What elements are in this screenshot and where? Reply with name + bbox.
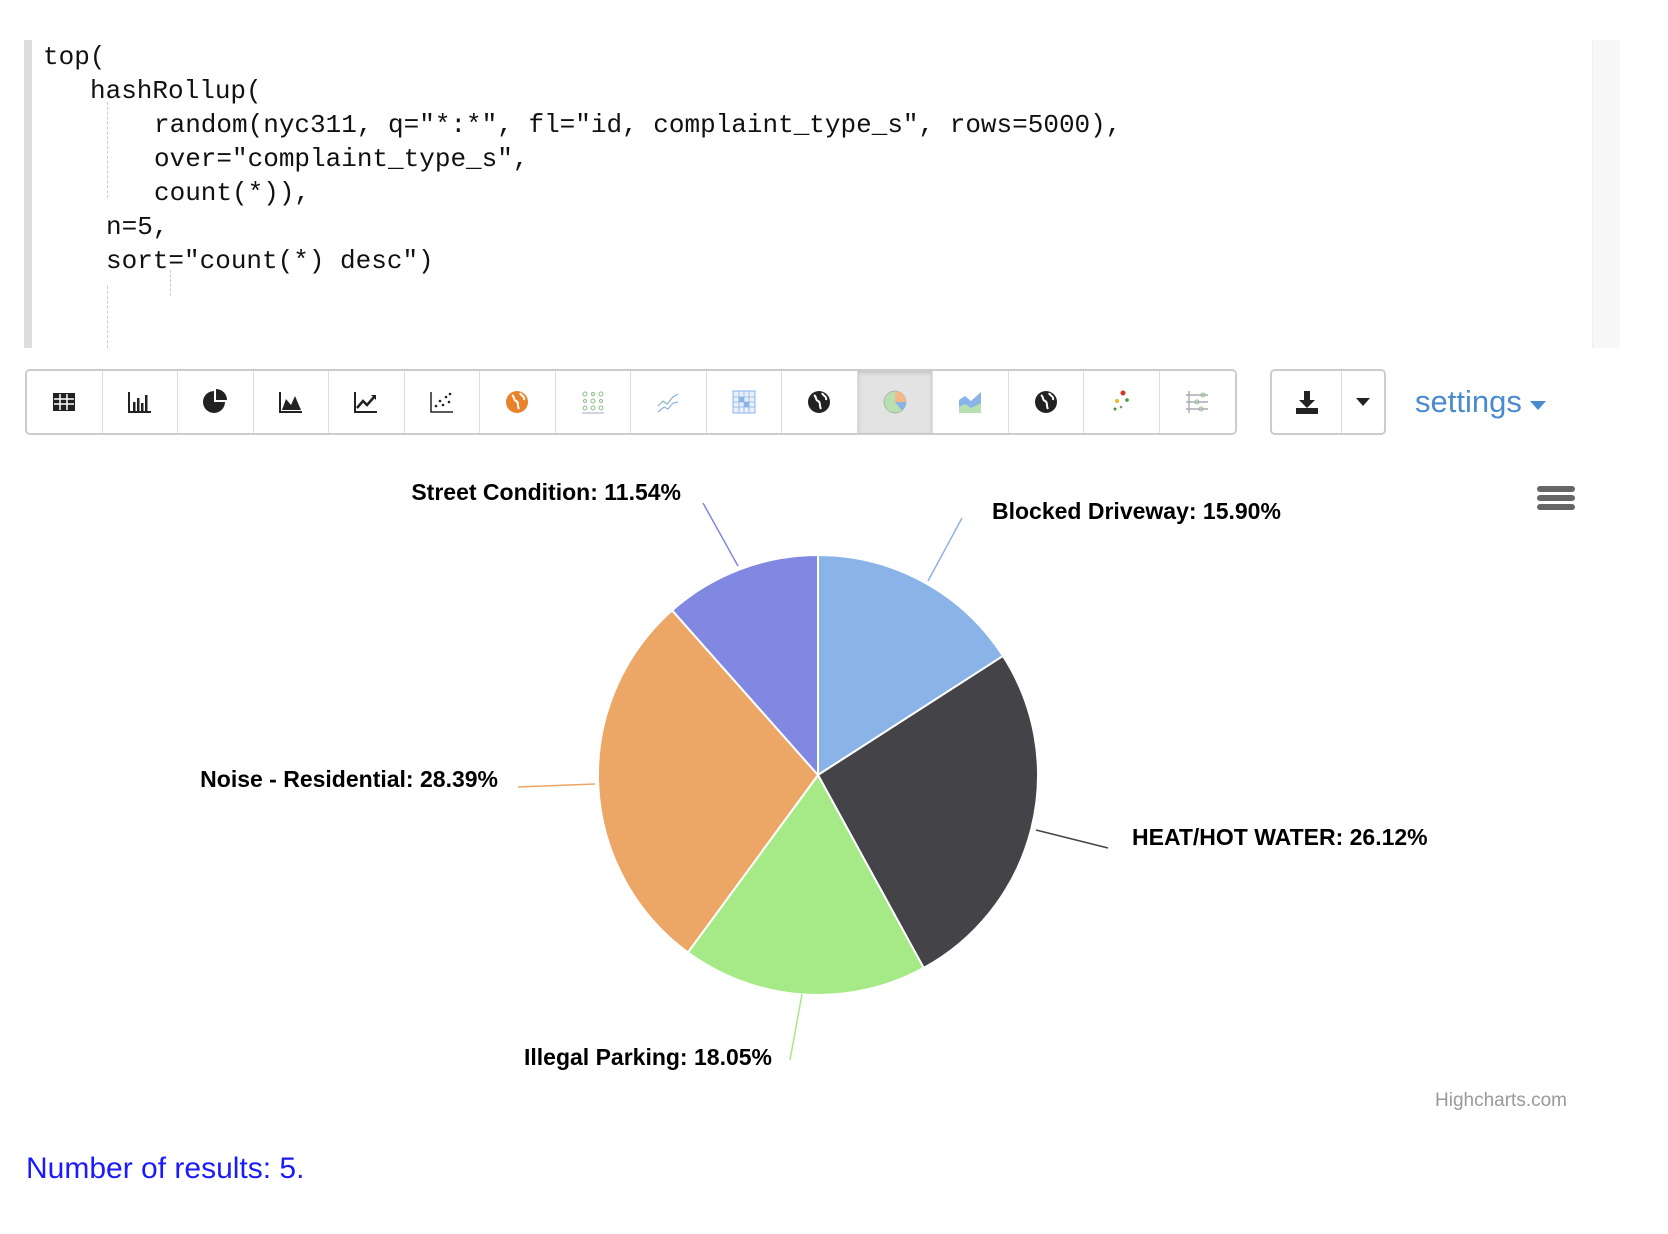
data-label: Blocked Driveway: 15.90% xyxy=(992,498,1281,524)
scatter-chart-icon xyxy=(430,392,453,413)
visualization-toolbar xyxy=(25,369,1237,435)
data-label: Illegal Parking: 18.05% xyxy=(523,1044,772,1070)
indent-guide xyxy=(107,102,108,198)
data-label-connector xyxy=(789,993,803,1061)
chart-type-button-heatmap[interactable] xyxy=(706,371,782,433)
data-label-connector xyxy=(517,783,596,788)
pie-slice-street-condition[interactable] xyxy=(670,553,819,778)
indent-guide xyxy=(107,286,108,348)
orange-globe-icon xyxy=(506,391,529,413)
data-label-connector xyxy=(1035,829,1109,849)
chart-type-button-orange-globe[interactable] xyxy=(480,371,556,433)
hamburger-menu-icon xyxy=(1537,486,1575,492)
code-line: n=5, xyxy=(106,212,169,242)
color-pie-icon xyxy=(883,390,906,414)
globe-icon xyxy=(1034,391,1057,413)
download-group xyxy=(1270,369,1386,435)
settings-label: settings xyxy=(1415,384,1522,419)
highcharts-credit[interactable]: Highcharts.com xyxy=(1435,1090,1567,1111)
table-icon xyxy=(53,393,76,411)
code-line: hashRollup( xyxy=(90,76,262,106)
pie-slice-blocked-driveway[interactable] xyxy=(817,553,1005,777)
code-editor[interactable]: top( hashRollup( random(nyc311, q="*:*",… xyxy=(24,40,1620,348)
color-scatter-icon xyxy=(1113,390,1130,411)
pie-slice-heat-hot-water[interactable] xyxy=(816,654,1039,970)
download-button[interactable] xyxy=(1272,371,1342,433)
stacked-area-icon xyxy=(959,392,982,413)
chart-type-button-color-scatter[interactable] xyxy=(1084,371,1160,433)
pie-slice-illegal-parking[interactable] xyxy=(686,773,926,996)
code-line: count(*)), xyxy=(154,178,311,208)
data-label-connector xyxy=(702,502,739,567)
line-chart-icon xyxy=(354,392,378,413)
chart-type-button-area-chart[interactable] xyxy=(253,371,329,433)
code-line: over="complaint_type_s", xyxy=(154,144,529,174)
data-label-connector xyxy=(927,517,963,582)
chart-type-button-stacked-area[interactable] xyxy=(933,371,1009,433)
parallel-coordinates-icon xyxy=(1186,391,1209,413)
download-icon xyxy=(1295,391,1318,414)
chart-type-button-bubble-grid[interactable] xyxy=(555,371,631,433)
chart-type-button-color-pie[interactable] xyxy=(857,371,933,433)
chart-type-button-globe[interactable] xyxy=(1008,371,1084,433)
pie-chart-icon xyxy=(203,389,228,413)
indent-guide xyxy=(170,270,171,296)
chart-context-menu-button[interactable] xyxy=(1537,486,1575,513)
heatmap-icon xyxy=(732,390,756,414)
bar-chart-icon xyxy=(127,392,151,413)
caret-down-icon xyxy=(1356,398,1370,406)
code-line: sort="count(*) desc") xyxy=(106,246,434,276)
chart-type-button-parallel-coordinates[interactable] xyxy=(1159,371,1235,433)
code-line: top( xyxy=(43,42,106,72)
pie-chart xyxy=(517,502,1109,1061)
chart-type-button-line-chart[interactable] xyxy=(329,371,405,433)
data-label: Street Condition: 11.54% xyxy=(411,479,681,505)
line-points-icon xyxy=(657,393,679,413)
results-count: Number of results: 5. xyxy=(26,1152,305,1185)
area-chart-icon xyxy=(278,392,302,413)
chart-type-button-table[interactable] xyxy=(27,371,103,433)
settings-dropdown[interactable]: settings xyxy=(1415,384,1547,420)
editor-scrollbar[interactable] xyxy=(1592,40,1620,348)
chart-type-button-pie-chart[interactable] xyxy=(178,371,254,433)
download-dropdown-button[interactable] xyxy=(1342,371,1384,433)
chart-type-button-line-points[interactable] xyxy=(631,371,707,433)
data-label: Noise - Residential: 28.39% xyxy=(200,766,498,792)
code-line: random(nyc311, q="*:*", fl="id, complain… xyxy=(154,110,1122,140)
caret-down-icon xyxy=(1530,401,1547,410)
chart-type-button-world-map[interactable] xyxy=(782,371,858,433)
bubble-grid-icon xyxy=(581,391,604,414)
world-map-icon xyxy=(808,391,831,413)
chart-type-button-bar-chart[interactable] xyxy=(102,371,178,433)
pie-slice-noise-residential[interactable] xyxy=(597,608,820,954)
chart-type-button-scatter-chart[interactable] xyxy=(404,371,480,433)
data-label: HEAT/HOT WATER: 26.12% xyxy=(1132,824,1428,850)
